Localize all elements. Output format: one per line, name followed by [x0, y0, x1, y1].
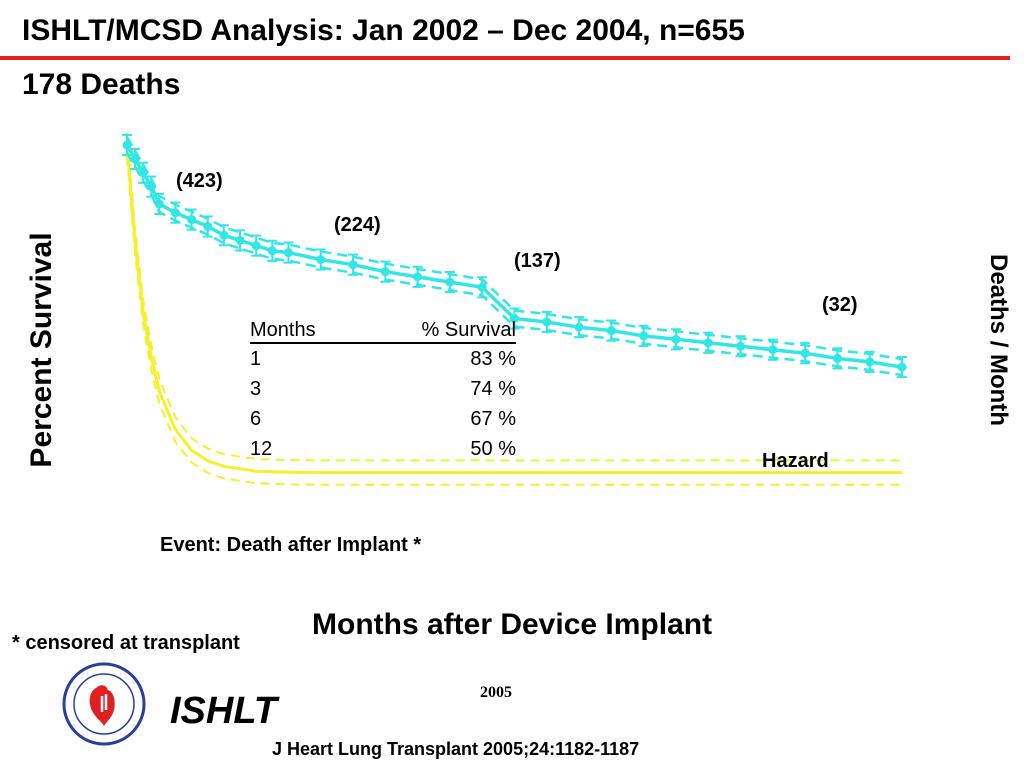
table-header-survival: % Survival — [358, 318, 516, 344]
hazard-ci-upper — [126, 132, 902, 462]
survival-point — [413, 272, 423, 282]
survival-point — [703, 338, 713, 348]
seal-icon — [62, 662, 146, 746]
survival-point — [542, 317, 552, 327]
table-row: 1 83 % — [250, 343, 516, 374]
survival-point — [316, 255, 326, 265]
survival-point — [122, 140, 132, 150]
survival-point — [832, 353, 842, 363]
survival-point — [138, 168, 148, 178]
survival-point — [768, 345, 778, 355]
survival-point — [865, 357, 875, 367]
survival-point — [574, 322, 584, 332]
survival-point — [146, 182, 156, 192]
at-risk-label: (423) — [176, 170, 223, 192]
hazard-label: Hazard — [762, 450, 829, 472]
x-axis-label: Months after Device Implant — [312, 608, 713, 641]
survival-point — [477, 282, 487, 292]
survival-point — [283, 248, 293, 258]
table-cell-survival: 74 % — [470, 378, 516, 400]
table-row: 3 74 % — [250, 374, 516, 404]
survival-point — [606, 326, 616, 336]
survival-point — [800, 348, 810, 358]
survival-point — [380, 267, 390, 277]
table-cell-months: 1 — [250, 348, 262, 370]
survival-point — [187, 215, 197, 225]
survival-point — [267, 246, 277, 256]
survival-point — [897, 362, 907, 372]
logo-wordmark: ISHLT — [170, 690, 277, 732]
survival-point — [130, 154, 140, 164]
event-note: Event: Death after Implant * — [160, 534, 422, 556]
survival-point — [170, 208, 180, 218]
survival-ci-upper — [125, 136, 903, 361]
at-risk-label: (32) — [822, 294, 858, 316]
slide-title: ISHLT/MCSD Analysis: Jan 2002 – Dec 2004… — [22, 14, 745, 47]
survival-point — [348, 260, 358, 270]
survival-point — [251, 241, 261, 251]
y-axis-label-right: Deaths / Month — [985, 254, 1012, 426]
table-cell-survival: 67 % — [470, 408, 516, 430]
hazard-ci-lower — [126, 157, 902, 486]
deaths-count: 178 Deaths — [22, 68, 181, 101]
at-risk-label: (224) — [334, 214, 381, 236]
table-cell-survival: 50 % — [470, 438, 516, 460]
table-row: 12 50 % — [250, 434, 516, 464]
survival-point — [671, 334, 681, 344]
censor-footnote: * censored at transplant — [12, 632, 240, 654]
table-cell-survival: 83 % — [470, 348, 516, 370]
survival-point — [235, 235, 245, 245]
table-cell-months: 12 — [250, 438, 273, 460]
survival-point — [154, 199, 164, 209]
table-header-months: Months — [250, 318, 359, 344]
year-label: 2005 — [480, 684, 512, 701]
survival-point — [445, 277, 455, 287]
survival-point — [736, 341, 746, 351]
title-divider — [0, 56, 1010, 60]
citation: J Heart Lung Transplant 2005;24:1182-118… — [272, 739, 640, 759]
table-cell-months: 3 — [250, 378, 262, 400]
hazard-line — [125, 144, 902, 475]
table-row: 6 67 % — [250, 404, 516, 434]
at-risk-label: (137) — [514, 250, 561, 272]
y-axis-label: Percent Survival — [25, 232, 58, 468]
survival-point — [203, 222, 213, 232]
survival-point — [639, 331, 649, 341]
survival-table: Months % Survival 1 83 % 3 74 % 6 67 % 1… — [250, 318, 516, 464]
table-cell-months: 6 — [250, 408, 262, 430]
survival-point — [219, 230, 229, 240]
